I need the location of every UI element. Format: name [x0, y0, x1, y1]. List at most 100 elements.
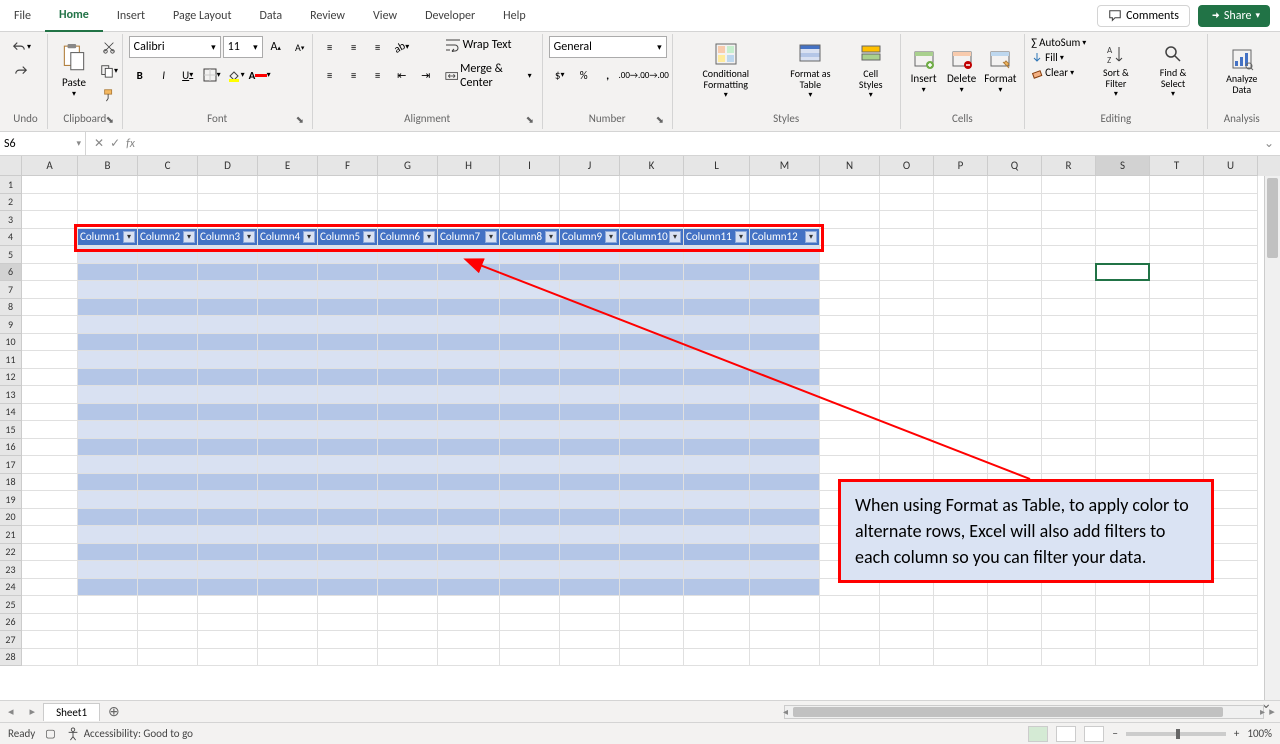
cell[interactable]: [22, 176, 78, 194]
cell[interactable]: [620, 649, 684, 667]
cell[interactable]: [198, 334, 258, 352]
col-header[interactable]: J: [560, 156, 620, 176]
cell[interactable]: [138, 439, 198, 457]
cell[interactable]: [378, 509, 438, 527]
cell[interactable]: [620, 316, 684, 334]
cell[interactable]: [318, 439, 378, 457]
cell[interactable]: [684, 264, 750, 282]
cell[interactable]: [820, 281, 880, 299]
cell[interactable]: [138, 544, 198, 562]
cell[interactable]: [138, 316, 198, 334]
col-header[interactable]: K: [620, 156, 684, 176]
cell[interactable]: [1150, 229, 1204, 247]
cell[interactable]: [988, 386, 1042, 404]
fill-button[interactable]: Fill ▾: [1031, 51, 1064, 64]
cell[interactable]: [988, 229, 1042, 247]
copy-button[interactable]: ▾: [98, 60, 120, 82]
zoom-thumb[interactable]: [1176, 729, 1180, 739]
cell[interactable]: [258, 544, 318, 562]
cell[interactable]: [684, 176, 750, 194]
cell[interactable]: [934, 246, 988, 264]
cell[interactable]: [560, 649, 620, 667]
cell[interactable]: [438, 649, 500, 667]
cell[interactable]: [750, 386, 820, 404]
cell[interactable]: [934, 386, 988, 404]
col-header[interactable]: H: [438, 156, 500, 176]
cell[interactable]: [500, 491, 560, 509]
filter-dropdown-button[interactable]: ▾: [485, 231, 497, 243]
cell[interactable]: [988, 369, 1042, 387]
find-select-button[interactable]: Find & Select▾: [1146, 36, 1201, 106]
cell[interactable]: [934, 299, 988, 317]
cell[interactable]: [820, 264, 880, 282]
cell[interactable]: [820, 649, 880, 667]
cell[interactable]: [750, 526, 820, 544]
tab-data[interactable]: Data: [245, 0, 296, 32]
cell[interactable]: [258, 386, 318, 404]
cell[interactable]: [934, 369, 988, 387]
cell[interactable]: [684, 404, 750, 422]
cell[interactable]: [820, 421, 880, 439]
cell[interactable]: [1204, 369, 1258, 387]
cell[interactable]: [684, 579, 750, 597]
cell[interactable]: [684, 299, 750, 317]
cell[interactable]: [258, 596, 318, 614]
cell[interactable]: [560, 579, 620, 597]
cell[interactable]: [78, 491, 138, 509]
cell[interactable]: [22, 316, 78, 334]
cell[interactable]: [820, 334, 880, 352]
cell[interactable]: [880, 229, 934, 247]
cell[interactable]: [820, 299, 880, 317]
cell[interactable]: [620, 386, 684, 404]
wrap-text-button[interactable]: Wrap Text: [441, 36, 516, 54]
cell[interactable]: [500, 176, 560, 194]
cell[interactable]: [378, 631, 438, 649]
sheet-tab-active[interactable]: Sheet1: [43, 703, 100, 721]
cell[interactable]: [78, 316, 138, 334]
cell[interactable]: [750, 456, 820, 474]
decrease-decimal-button[interactable]: .0→.00: [645, 64, 667, 86]
cell[interactable]: [684, 456, 750, 474]
cell[interactable]: [78, 474, 138, 492]
cell[interactable]: [22, 509, 78, 527]
cell[interactable]: [988, 334, 1042, 352]
cell[interactable]: [880, 596, 934, 614]
cell[interactable]: [620, 246, 684, 264]
cell[interactable]: [138, 526, 198, 544]
cell[interactable]: [378, 369, 438, 387]
cell[interactable]: [620, 614, 684, 632]
filter-dropdown-button[interactable]: ▾: [243, 231, 255, 243]
cell[interactable]: [988, 404, 1042, 422]
font-color-button[interactable]: A▾: [249, 64, 271, 86]
cell[interactable]: [138, 386, 198, 404]
cell[interactable]: [198, 491, 258, 509]
cell[interactable]: [820, 194, 880, 212]
cell[interactable]: [22, 491, 78, 509]
cell[interactable]: [378, 334, 438, 352]
cell[interactable]: [258, 631, 318, 649]
cell[interactable]: [258, 579, 318, 597]
cell[interactable]: [880, 211, 934, 229]
row-header[interactable]: 13: [0, 386, 22, 404]
tab-insert[interactable]: Insert: [103, 0, 159, 32]
cell[interactable]: [138, 491, 198, 509]
cell[interactable]: Column5▾: [318, 229, 378, 247]
cell[interactable]: Column7▾: [438, 229, 500, 247]
cell[interactable]: [750, 211, 820, 229]
cell[interactable]: [820, 386, 880, 404]
normal-view-button[interactable]: [1028, 726, 1048, 742]
cell[interactable]: [880, 264, 934, 282]
filter-dropdown-button[interactable]: ▾: [183, 231, 195, 243]
cell[interactable]: [684, 386, 750, 404]
cell[interactable]: [1150, 299, 1204, 317]
cell[interactable]: [1204, 281, 1258, 299]
cell[interactable]: Column3▾: [198, 229, 258, 247]
cell[interactable]: [1096, 386, 1150, 404]
cell[interactable]: [1204, 246, 1258, 264]
cell[interactable]: [1042, 299, 1096, 317]
cell[interactable]: [750, 299, 820, 317]
cell[interactable]: [438, 631, 500, 649]
decrease-font-button[interactable]: A▾: [289, 36, 311, 58]
cell[interactable]: [820, 211, 880, 229]
cell[interactable]: [1042, 456, 1096, 474]
